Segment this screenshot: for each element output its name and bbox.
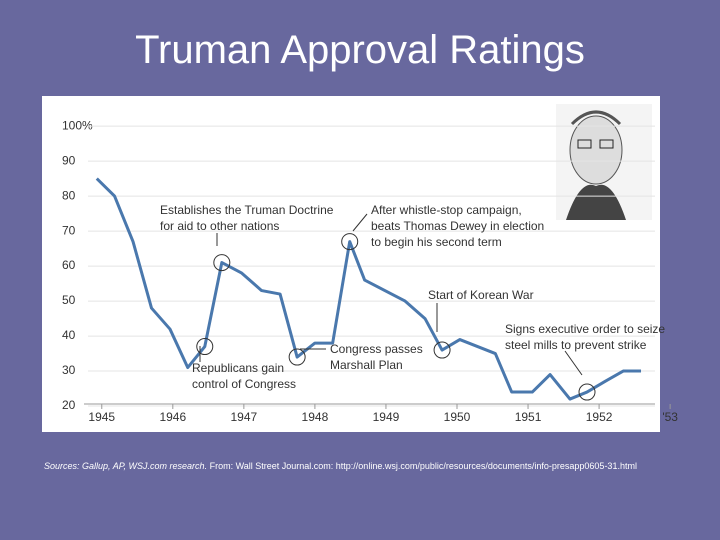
y-tick-label: 80 bbox=[62, 188, 76, 202]
x-tick-label: 1948 bbox=[302, 410, 329, 424]
x-tick-label: 1945 bbox=[88, 410, 115, 424]
highlight-circle bbox=[341, 233, 359, 251]
y-tick-label: 100% bbox=[62, 118, 93, 132]
annotation-text: for aid to other nations bbox=[160, 219, 279, 233]
annotation-text: to begin his second term bbox=[371, 235, 502, 249]
annotation-connector bbox=[352, 213, 368, 232]
y-tick-label: 90 bbox=[62, 153, 76, 167]
annotation-text: Republicans gain bbox=[192, 361, 284, 375]
x-tick-label: 1952 bbox=[586, 410, 613, 424]
slide-title: Truman Approval Ratings bbox=[135, 28, 585, 72]
highlight-circle bbox=[196, 338, 214, 356]
x-tick-label: 1949 bbox=[373, 410, 400, 424]
y-tick-label: 60 bbox=[62, 258, 76, 272]
x-tick-label: 1951 bbox=[515, 410, 542, 424]
y-tick-label: 20 bbox=[62, 398, 76, 412]
highlight-circle bbox=[213, 254, 231, 272]
annotation-text: Start of Korean War bbox=[428, 288, 534, 302]
highlight-circle bbox=[578, 383, 596, 401]
annotation-text: Signs executive order to seize bbox=[505, 322, 665, 336]
x-tick-label: 1946 bbox=[159, 410, 186, 424]
annotation-text: beats Thomas Dewey in election bbox=[371, 219, 544, 233]
annotation-text: steel mills to prevent strike bbox=[505, 338, 647, 352]
y-tick-label: 30 bbox=[62, 363, 76, 377]
highlight-circle bbox=[288, 348, 306, 366]
x-tick-label: 1950 bbox=[444, 410, 471, 424]
source-note: Sources: Gallup, AP, WSJ.com research. F… bbox=[44, 460, 710, 472]
annotation-text: Marshall Plan bbox=[330, 358, 403, 372]
portrait bbox=[556, 104, 652, 220]
x-tick-label: '53 bbox=[662, 410, 678, 424]
highlight-circle bbox=[433, 341, 451, 359]
annotation-text: Congress passes bbox=[330, 342, 423, 356]
x-tick-label: 1947 bbox=[231, 410, 258, 424]
annotation-text: control of Congress bbox=[192, 377, 296, 391]
annotation-text: Establishes the Truman Doctrine bbox=[160, 203, 334, 217]
source-label: Sources: Gallup, AP, WSJ.com research. bbox=[44, 461, 208, 471]
y-tick-label: 70 bbox=[62, 223, 76, 237]
annotation-text: After whistle-stop campaign, bbox=[371, 203, 522, 217]
data-line bbox=[95, 177, 642, 401]
annotation-connector bbox=[564, 350, 583, 376]
y-tick-label: 50 bbox=[62, 293, 76, 307]
y-tick-label: 40 bbox=[62, 328, 76, 342]
source-text: From: Wall Street Journal.com: http://on… bbox=[209, 461, 637, 471]
